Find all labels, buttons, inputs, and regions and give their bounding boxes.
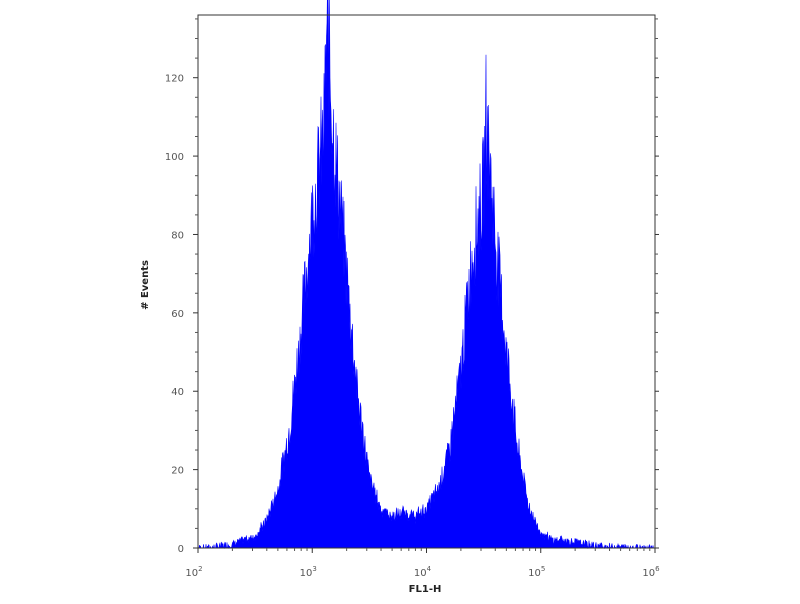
y-tick-label: 0 [178,544,184,555]
x-tick-label: 106 [642,565,660,579]
plot-frame [198,15,655,548]
y-tick-label: 20 [171,466,184,477]
y-axis: 0 20 40 60 80 100 120 [165,19,659,555]
histogram-area [198,0,655,548]
x-tick-label: 102 [185,565,202,579]
y-tick-label: 60 [171,309,184,320]
y-tick-label: 40 [171,387,184,398]
x-tick-label: 104 [414,565,432,579]
x-axis: 102 103 104 105 106 [185,548,660,579]
y-tick-label: 120 [165,74,184,85]
y-tick-label: 100 [165,152,184,163]
histogram-fill [198,0,655,548]
x-axis-label: FL1-H [409,584,442,595]
x-tick-label: 103 [300,565,317,579]
x-tick-label: 105 [528,565,545,579]
y-tick-label: 80 [171,230,184,241]
y-axis-label: # Events [140,260,151,310]
